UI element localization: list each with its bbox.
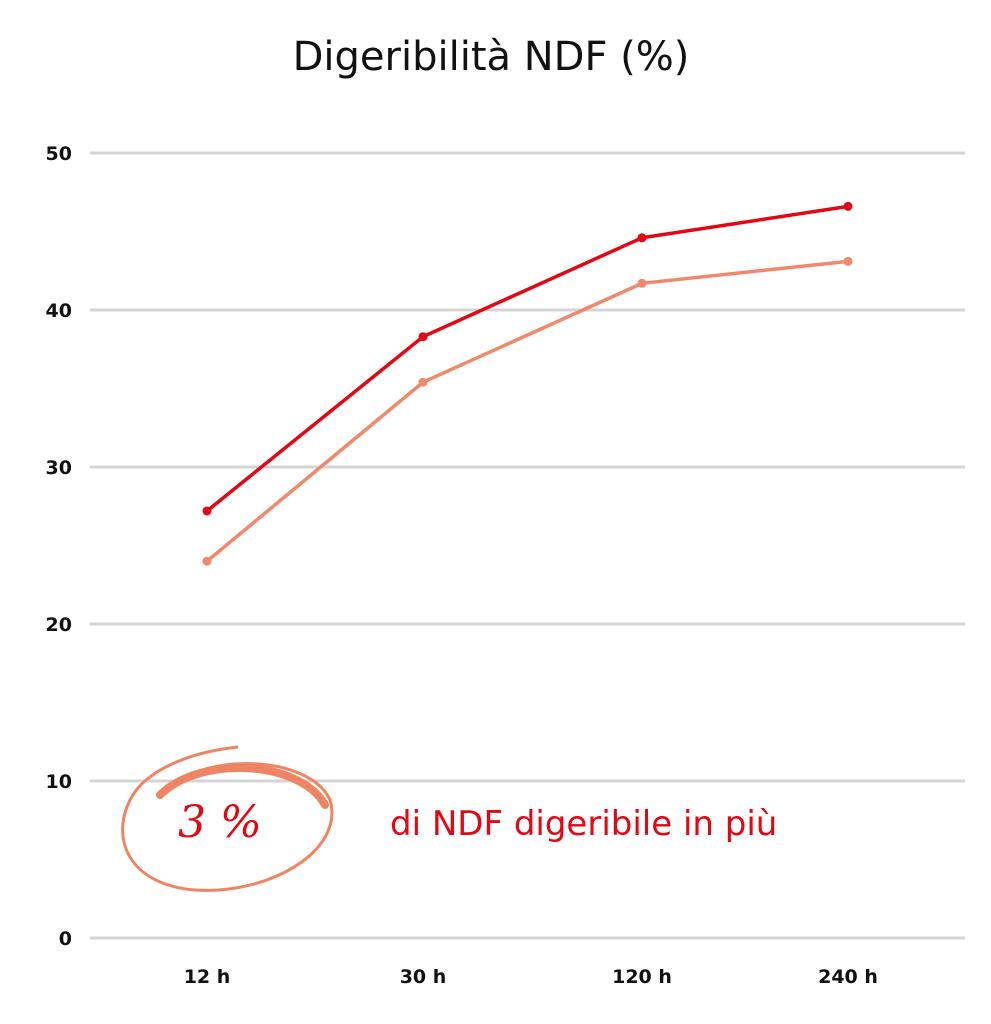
annotation-circle-stroke [156,763,329,809]
series-red-point [418,332,428,342]
annotation-value: 3 % [178,797,262,848]
x-tick-label: 12 h [184,966,231,988]
chart-title: Digeribilità NDF (%) [293,34,690,80]
y-tick-label: 30 [46,457,72,479]
series-red-point [843,201,853,211]
x-tick-label: 120 h [612,966,672,988]
series-orange-line [205,259,849,563]
y-tick-label: 20 [46,614,72,636]
y-tick-label: 40 [46,300,72,322]
series-red-line [205,204,849,513]
series-orange-point [843,256,853,266]
series-red-point [637,233,647,243]
annotation-text: di NDF digeribile in più [390,804,777,844]
x-tick-label: 240 h [818,966,878,988]
y-tick-label: 0 [59,928,72,950]
annotation: 3 % di NDF digeribile in più [121,745,777,892]
y-tick-label: 10 [46,771,72,793]
x-tick-label: 30 h [400,966,447,988]
series-orange-point [637,278,647,288]
series-orange-point [418,377,428,387]
series-orange-point [202,556,212,566]
y-tick-label: 50 [46,143,72,165]
annotation-circle [121,745,334,892]
series-red-point [202,506,212,516]
